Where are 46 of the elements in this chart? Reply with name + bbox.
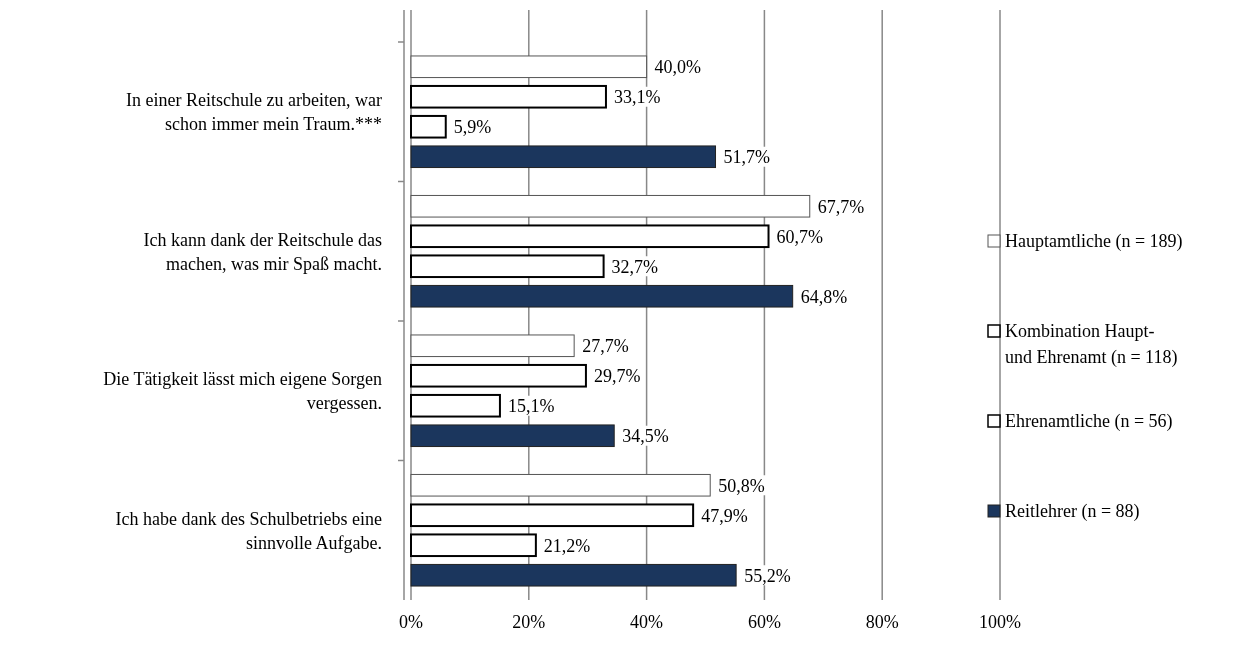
y-tick-label: Ich kann dank der Reitschule das machen, was mir Spaß macht. [143, 229, 382, 274]
data-label: 64,8% [800, 286, 848, 307]
data-label: 5,9% [453, 117, 492, 138]
data-label: 33,1% [613, 87, 661, 108]
data-label: 50,8% [718, 475, 765, 496]
data-label: 47,9% [701, 505, 748, 526]
bar [410, 334, 575, 358]
bar [410, 284, 794, 308]
bar [410, 145, 717, 169]
data-label: 34,5% [622, 426, 669, 447]
bar [410, 424, 615, 448]
bar [410, 363, 587, 388]
legend-label: Kombination Haupt- und Ehrenamt (n = 118) [1005, 321, 1178, 369]
data-label: 60,7% [776, 226, 824, 247]
y-tick-label: In einer Reitschule zu arbeiten, war schon immer mein Traum.*** [126, 90, 382, 135]
bar [410, 393, 501, 418]
y-tick-label: Die Tätigkeit lässt mich eigene Sorgen vergessen. [103, 369, 382, 414]
data-label: 21,2% [543, 535, 591, 556]
bar [410, 224, 770, 249]
data-label: 32,7% [611, 256, 659, 277]
x-tick-label: 40% [630, 612, 664, 632]
data-label: 40,0% [654, 57, 702, 78]
data-label: 55,2% [744, 565, 791, 586]
bar [410, 254, 605, 279]
x-tick-label: 100% [979, 612, 1021, 632]
bar [410, 473, 711, 497]
data-label: 27,7% [582, 336, 629, 357]
legend-label: Hauptamtliche (n = 189) [1005, 231, 1183, 253]
bar [410, 533, 537, 558]
bar [410, 194, 811, 218]
x-tick-label: 20% [512, 612, 546, 632]
x-tick-label: 60% [747, 612, 781, 632]
data-label: 51,7% [723, 147, 771, 168]
y-tick-label: Ich habe dank des Schulbetriebs eine sinnvolle Aufgabe. [115, 508, 383, 553]
bar [410, 84, 607, 109]
bar [410, 503, 695, 528]
x-tick-label: 0% [399, 612, 423, 632]
data-label: 15,1% [507, 396, 555, 417]
bar [410, 55, 648, 79]
data-label: 67,7% [817, 196, 865, 217]
legend-label: Ehrenamtliche (n = 56) [1005, 411, 1173, 433]
legend-label: Reitlehrer (n = 88) [1005, 501, 1140, 523]
bar [410, 563, 737, 587]
x-tick-label: 80% [865, 612, 899, 632]
data-label: 29,7% [593, 366, 641, 387]
bar [410, 114, 447, 139]
